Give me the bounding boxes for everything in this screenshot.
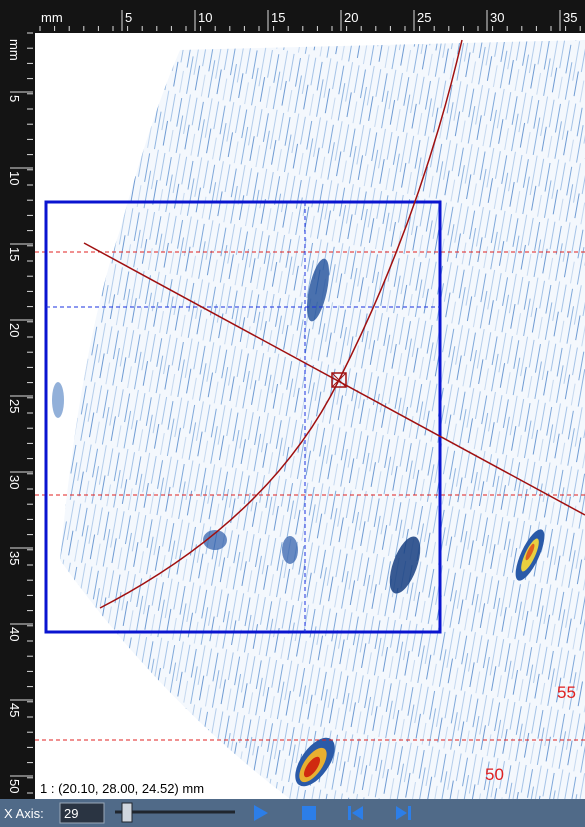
x-axis-label: X Axis:: [4, 806, 44, 821]
ruler-label: 10: [7, 171, 22, 185]
ruler-label: 20: [344, 10, 358, 25]
overlay-label: 55: [557, 683, 576, 702]
ruler-label: 35: [7, 551, 22, 565]
page: 55 50 1 : (20.10, 28.00, 24.52) mm mm 5 10…: [0, 0, 585, 827]
ruler-label: 30: [7, 475, 22, 489]
ruler-label: 5: [7, 95, 22, 102]
ruler-label: mm: [7, 39, 22, 61]
scan-view: 55 50 1 : (20.10, 28.00, 24.52) mm mm 5 10…: [0, 0, 585, 827]
ruler-label: 25: [7, 399, 22, 413]
ruler-label: 45: [7, 703, 22, 717]
ruler-label: 35: [563, 10, 577, 25]
status-text: 1 : (20.10, 28.00, 24.52) mm: [40, 781, 204, 796]
ruler-label: 20: [7, 323, 22, 337]
x-axis-value: 29: [64, 806, 78, 821]
overlay-label: 50: [485, 765, 504, 784]
ruler-label: 5: [125, 10, 132, 25]
ruler-label: 15: [7, 247, 22, 261]
ruler-label: 50: [7, 779, 22, 793]
ruler-label: 25: [417, 10, 431, 25]
ruler-label: 30: [490, 10, 504, 25]
stop-button[interactable]: [302, 806, 316, 820]
ruler-label: 10: [198, 10, 212, 25]
ruler-label: 15: [271, 10, 285, 25]
ruler-label: 40: [7, 627, 22, 641]
ruler-label: mm: [41, 10, 63, 25]
